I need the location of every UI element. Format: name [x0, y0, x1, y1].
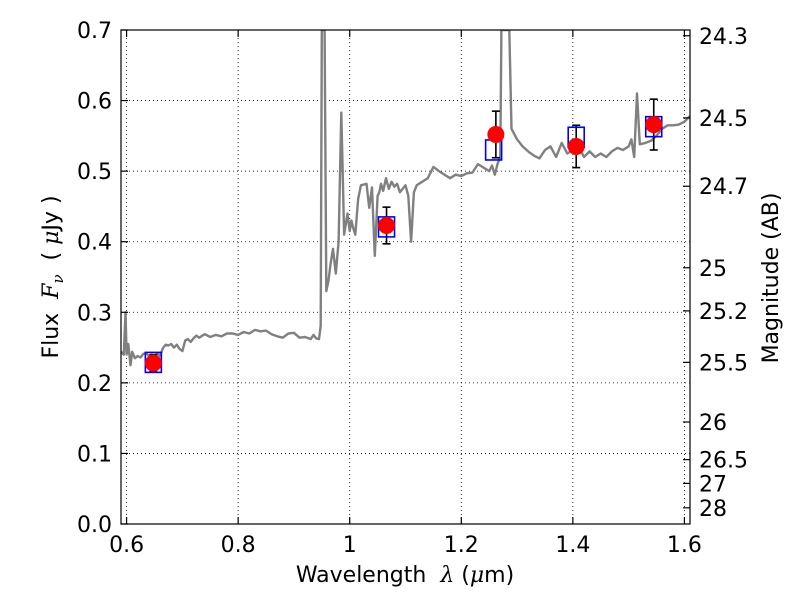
grid-lines [121, 29, 690, 525]
model-spectrum-line [121, 30, 690, 367]
y2-axis-label: Magnitude (AB) [759, 193, 784, 364]
x-tick-label: 1.6 [667, 533, 702, 558]
x-tick-label: 0.6 [109, 533, 144, 558]
y2-tick-label: 24.5 [699, 107, 748, 132]
x-tick-label: 1 [343, 533, 357, 558]
observed-point [487, 125, 505, 143]
observed-point [144, 354, 162, 372]
x-tick-label: 0.8 [221, 533, 256, 558]
x-axis: 0.6 0.8 1 1.2 1.4 1.6 [109, 30, 702, 558]
y-tick-label: 0.5 [77, 160, 112, 185]
observed-point [378, 216, 396, 234]
y-tick-label: 0.4 [77, 231, 112, 256]
y2-tick-label: 28 [699, 497, 727, 522]
y-tick-label: 0.6 [77, 90, 112, 115]
y-tick-label: 0.1 [77, 442, 112, 467]
y-tick-label: 0.0 [77, 513, 112, 538]
plot-area-clipped [121, 30, 690, 374]
y-tick-label: 0.7 [77, 19, 112, 44]
y-tick-label: 0.2 [77, 372, 112, 397]
y2-tick-label: 26 [699, 411, 727, 436]
y-axis-label: Flux Fν ( μJy ) [39, 195, 67, 358]
y2-tick-label: 26.5 [699, 449, 748, 474]
observed-point [567, 137, 585, 155]
y2-tick-label: 25.5 [699, 351, 748, 376]
y2-tick-label: 25.2 [699, 300, 748, 325]
plot-frame [120, 29, 691, 525]
x-axis-label: Wavelength λ (μm) [296, 563, 514, 588]
x-tick-label: 1.4 [555, 533, 590, 558]
y2-tick-label: 27 [699, 472, 727, 497]
y2-tick-label: 24.3 [699, 25, 748, 50]
y-axis-left: 0.0 0.1 0.2 0.3 0.4 0.5 0.6 0.7 [77, 19, 128, 538]
x-tick-label: 1.2 [444, 533, 479, 558]
y2-tick-label: 24.7 [699, 175, 748, 200]
observed-point [645, 116, 663, 134]
y2-tick-label: 25 [699, 257, 727, 282]
y-tick-label: 0.3 [77, 301, 112, 326]
